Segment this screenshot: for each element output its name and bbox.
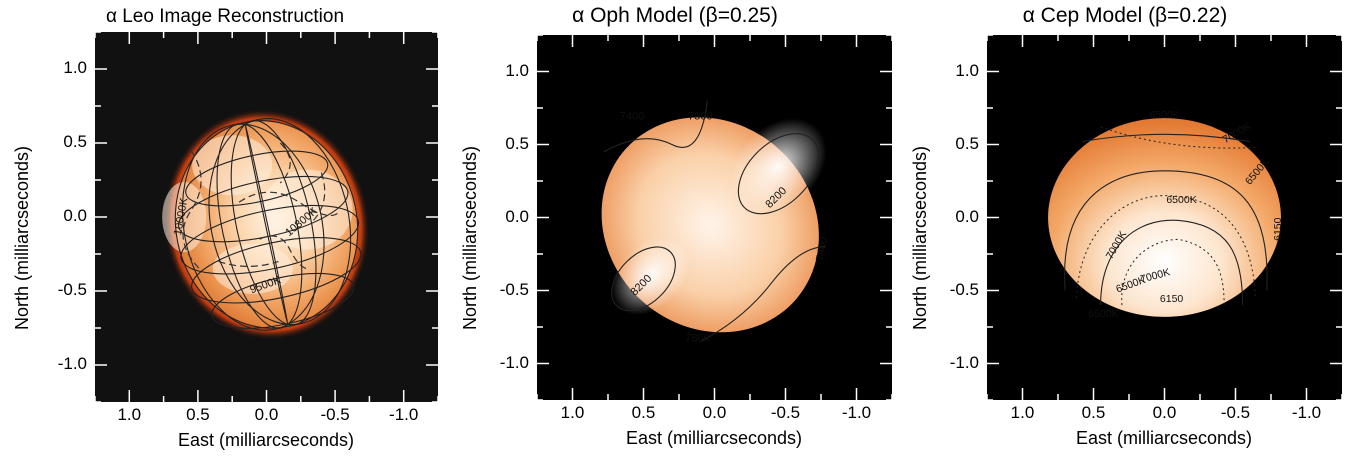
y-tick-label: -1.0 (499, 352, 529, 372)
x-tick-label: 1.0 (1010, 403, 1035, 422)
x-tick-label: -1.0 (1291, 403, 1322, 422)
y-axis-label: North (milliarcseconds) (460, 145, 480, 330)
y-tick-label: 0.5 (955, 133, 979, 153)
x-tick-label: -1.0 (389, 405, 419, 424)
longitude-line (208, 118, 352, 326)
bright-patch (262, 169, 353, 250)
x-tick-label: 0.0 (1152, 403, 1177, 422)
chart-title: α Cep Model (β=0.22) (1022, 4, 1228, 27)
contour-line (700, 246, 826, 343)
latitude-line (180, 204, 360, 275)
latitude-line (191, 237, 362, 304)
contour-label: 7400 (814, 236, 830, 262)
contour-label: 6150 (1160, 293, 1184, 305)
temperature-contours (603, 100, 826, 343)
latitude-line (185, 150, 329, 207)
x-tick-label: 1.0 (117, 405, 142, 424)
y-tick-label: 1.0 (63, 58, 87, 77)
y-tick-label: 0.5 (505, 133, 529, 153)
y-tick-label: -0.5 (499, 279, 529, 299)
contour-line (279, 142, 291, 184)
contour-line (603, 100, 708, 153)
longitude-line (181, 123, 325, 331)
star-disk (1048, 118, 1281, 317)
contour-label: 7400 (620, 111, 644, 123)
y-axis-label: North (milliarcseconds) (910, 145, 930, 330)
panel-alpha-cep: α Cep Model (β=0.22) 6500K 7000K 6500K 6500… (900, 0, 1350, 457)
x-tick-label: 1.0 (560, 403, 585, 422)
latitude-line (211, 272, 355, 329)
contour-line (1075, 195, 1256, 298)
temperature-contours (1064, 133, 1268, 306)
plot-area: 6500K 7000K 6500K 6500K 7000K 6150 7000K 6500K 6… (987, 35, 1342, 400)
x-axis-label: East (milliarcseconds) (177, 430, 355, 450)
x-axis-label: East (milliarcseconds) (1075, 428, 1253, 448)
contour-line (259, 235, 310, 270)
contour-label: 6150 (1272, 217, 1284, 241)
x-tick-label: -0.5 (1220, 403, 1251, 422)
contour-line (1121, 238, 1225, 306)
contour-label: 7800 (685, 333, 709, 345)
y-tick-label: 0.0 (955, 206, 979, 226)
longitude-line (216, 123, 303, 329)
contour-line (611, 246, 676, 312)
y-tick-label: 0.0 (505, 206, 529, 226)
dotted-contours (1075, 126, 1257, 306)
x-tick-label: 0.0 (702, 403, 727, 422)
plot-area: 7400 7800 8200 8200 7800 7400 (537, 35, 892, 400)
contour-label: 6500K (1166, 194, 1196, 206)
y-tick-label: -0.5 (949, 279, 979, 299)
x-tick-label: -0.5 (770, 403, 801, 422)
plot-area: 10000K 10800K 9500K (95, 32, 438, 402)
x-axis-label: East (milliarcseconds) (625, 428, 803, 448)
bright-patch (162, 182, 207, 252)
temperature-contours (182, 142, 340, 271)
panel-alpha-oph: α Oph Model (β=0.25) 7400 7800 8200 8200 780… (450, 0, 900, 457)
contour-label: 7800 (688, 111, 712, 123)
x-tick-label: 0.5 (631, 403, 656, 422)
contour-line (1064, 170, 1268, 291)
contour-label: 6500K (1149, 109, 1179, 121)
y-tick-label: -1.0 (949, 352, 979, 372)
y-tick-label: 0.5 (63, 132, 87, 151)
y-tick-label: -0.5 (57, 280, 87, 299)
x-tick-label: 0.0 (254, 405, 279, 424)
x-tick-label: 0.5 (1081, 403, 1106, 422)
y-axis-label: North (milliarcseconds) (12, 145, 32, 330)
y-tick-label: 0.0 (63, 206, 87, 225)
x-tick-label: -1.0 (841, 403, 872, 422)
contour-line (1082, 133, 1250, 143)
latitude-line (178, 175, 349, 243)
chart-title: α Oph Model (β=0.25) (572, 4, 778, 27)
contour-label: 6500K (1088, 308, 1118, 320)
contour-line (310, 172, 326, 224)
y-tick-label: 1.0 (955, 60, 979, 80)
contour-line (737, 133, 819, 215)
contour-line (218, 260, 279, 267)
chart-title: α Leo Image Reconstruction (105, 6, 345, 27)
panel-alpha-leo: α Leo Image Reconstruction (0, 0, 450, 457)
contour-line (1100, 219, 1244, 306)
coordinate-grid (174, 118, 362, 331)
hot-pole (611, 236, 690, 315)
y-tick-label: 1.0 (505, 60, 529, 80)
x-tick-label: 0.5 (186, 405, 210, 424)
x-tick-label: -0.5 (320, 405, 350, 424)
longitude-line (244, 121, 289, 327)
contour-line (1100, 126, 1257, 149)
bright-patch (192, 135, 273, 196)
hot-pole (730, 118, 827, 215)
y-tick-label: -1.0 (57, 354, 87, 373)
